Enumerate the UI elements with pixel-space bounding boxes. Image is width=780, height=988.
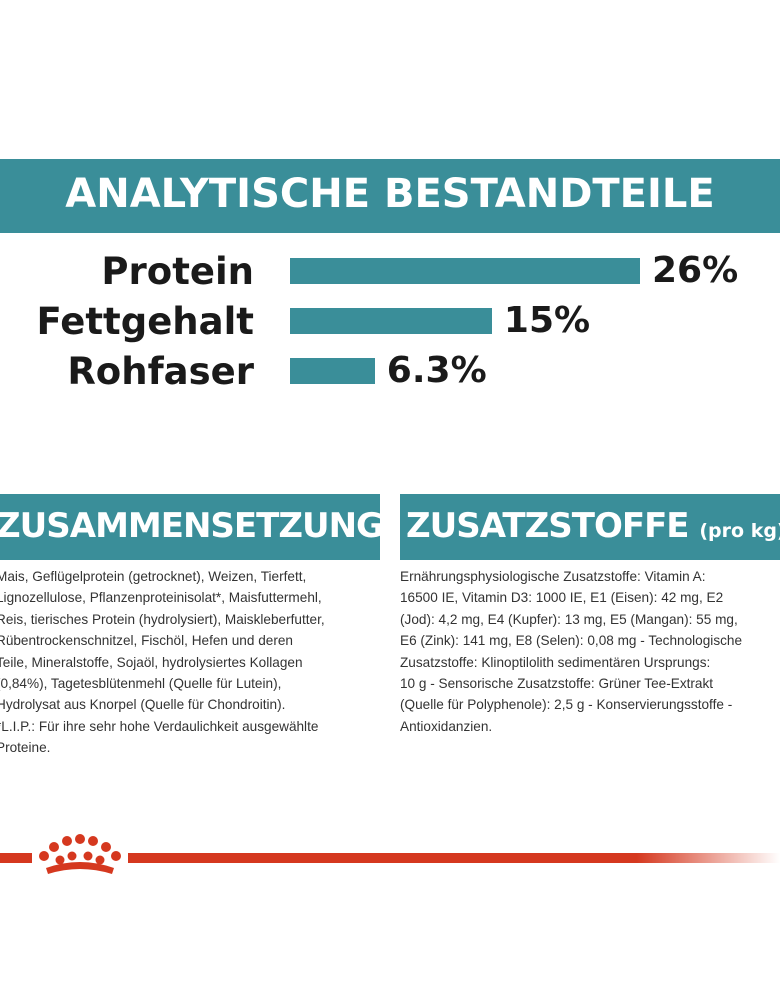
brand-line-right	[128, 853, 780, 863]
banner-stripe	[0, 56, 780, 74]
composition-header: ZUSAMMENSETZUNG	[0, 494, 380, 560]
analytics-row-fat: Fettgehalt 15%	[0, 300, 780, 352]
analytics-value: 15%	[503, 300, 591, 341]
royal-canin-crown-icon	[39, 834, 121, 874]
additives-line: Antioxidanzien.	[400, 718, 493, 734]
additives-line: 10 g - Sensorische Zusatzstoffe: Grüner …	[400, 676, 714, 692]
additives-title: ZUSATZSTOFFE	[406, 506, 690, 546]
composition-text: Mais, Geflügelprotein (getrocknet), Weiz…	[0, 566, 374, 759]
banner-title: ANALYTISCHE BESTANDTEILE	[65, 171, 715, 217]
analytics-label: Rohfaser	[67, 350, 254, 393]
analytics-row-fiber: Rohfaser 6.3%	[0, 350, 780, 402]
additives-line: (Jod): 4,2 mg, E4 (Kupfer): 13 mg, E5 (M…	[400, 611, 738, 627]
brand-line-left	[0, 853, 32, 863]
composition-line: *L.I.P.: Für ihre sehr hohe Verdaulichke…	[0, 718, 319, 734]
additives-line: 16500 IE, Vitamin D3: 1000 IE, E1 (Eisen…	[400, 590, 724, 606]
analytics-row-protein: Protein 26%	[0, 250, 780, 302]
composition-line: Hydrolysat aus Knorpel (Quelle für Chond…	[0, 697, 286, 713]
additives-subtitle: (pro kg)	[699, 520, 780, 542]
composition-line: Reis, tierisches Protein (hydrolysiert),…	[0, 611, 325, 627]
composition-title: ZUSAMMENSETZUNG	[0, 506, 380, 546]
additives-text: Ernährungsphysiologische Zusatzstoffe: V…	[400, 566, 780, 737]
composition-line: Proteine.	[0, 740, 51, 756]
analytics-bar	[290, 358, 375, 384]
composition-line: Rübentrockenschnitzel, Fischöl, Hefen un…	[0, 633, 293, 649]
banner	[0, 159, 780, 233]
analytics-bar	[290, 308, 492, 334]
additives-header: ZUSATZSTOFFE (pro kg)	[400, 494, 780, 560]
analytics-value: 26%	[652, 250, 739, 291]
additives-line: Ernährungsphysiologische Zusatzstoffe: V…	[400, 569, 706, 584]
composition-line: Mais, Geflügelprotein (getrocknet), Weiz…	[0, 569, 307, 584]
analytics-value: 6.3%	[386, 350, 487, 391]
composition-line: (0,84%), Tagetesblütenmehl (Quelle für L…	[0, 676, 282, 692]
additives-line: (Quelle für Polyphenole): 2,5 g - Konser…	[400, 697, 733, 713]
composition-line: Lignozellulose, Pflanzenproteinisolat*, …	[0, 590, 322, 606]
additives-line: E6 (Zink): 141 mg, E8 (Selen): 0,08 mg -…	[400, 633, 743, 649]
analytics-bar	[290, 258, 640, 284]
analytics-label: Protein	[101, 250, 254, 293]
analytics-label: Fettgehalt	[36, 300, 254, 343]
additives-line: Zusatzstoffe: Klinoptilolith sedimentäre…	[400, 654, 711, 670]
composition-line: Teile, Mineralstoffe, Sojaöl, hydrolysie…	[0, 654, 303, 670]
